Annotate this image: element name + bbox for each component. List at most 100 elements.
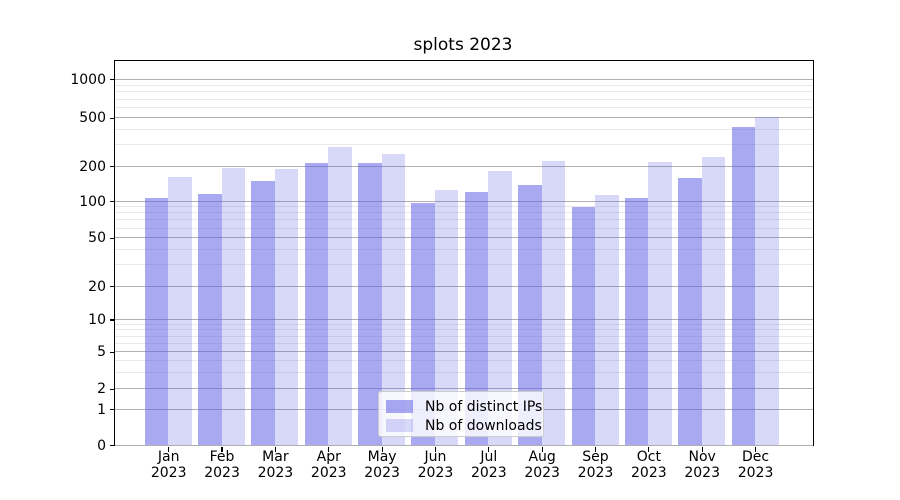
- x-tick-mark-aug: [541, 447, 543, 452]
- chart-title: splots 2023: [413, 35, 513, 55]
- y-tick-mark-5: [109, 351, 114, 353]
- y-gridline-5: [115, 351, 813, 353]
- y-tick-label-5: 5: [97, 344, 106, 361]
- y-tick-label-200: 200: [79, 158, 106, 175]
- y-gridline-200: [115, 165, 813, 167]
- legend-label-downloads: Nb of downloads: [425, 417, 542, 434]
- y-tick-label-0: 0: [97, 437, 106, 454]
- y-gridline-minor-900: [115, 84, 813, 86]
- y-gridline-minor-30: [115, 264, 813, 266]
- y-gridline-500: [115, 117, 813, 119]
- y-gridline-100: [115, 200, 813, 202]
- y-gridline-20: [115, 285, 813, 287]
- x-tick-label-jul: Jul 2023: [470, 449, 507, 481]
- legend-swatch-downloads: [386, 419, 413, 432]
- y-tick-label-500: 500: [79, 110, 106, 127]
- x-tick-label-jun: Jun 2023: [417, 449, 454, 481]
- y-gridline-minor-90: [115, 206, 813, 208]
- bar-distinct-ips-feb: [198, 193, 222, 445]
- x-tick-mark-dec: [754, 447, 757, 452]
- x-tick-mark-oct: [648, 447, 650, 452]
- legend-label-distinct-ips: Nb of distinct IPs: [425, 398, 543, 415]
- x-tick-label-nov: Nov 2023: [684, 449, 720, 481]
- y-tick-label-50: 50: [88, 230, 106, 247]
- y-gridline-minor-60: [115, 227, 813, 229]
- bar-downloads-sep: [595, 194, 619, 445]
- plot-area: Nb of distinct IPs Nb of downloads: [114, 60, 814, 446]
- bar-downloads-aug: [541, 160, 566, 445]
- x-tick-mark-jul: [488, 447, 490, 452]
- y-tick-label-20: 20: [88, 278, 106, 295]
- bar-downloads-jun: [434, 190, 459, 445]
- bar-downloads-feb: [221, 168, 246, 445]
- y-gridline-10: [115, 319, 813, 320]
- y-gridline-minor-400: [115, 128, 813, 130]
- x-tick-label-feb: Feb 2023: [204, 449, 240, 481]
- y-gridline-minor-40: [115, 248, 813, 250]
- y-gridline-minor-300: [115, 144, 813, 146]
- y-gridline-minor-700: [115, 98, 813, 100]
- x-tick-mark-jun: [434, 447, 437, 452]
- bar-distinct-ips-mar: [251, 180, 275, 445]
- y-tick-label-2: 2: [97, 381, 106, 398]
- y-tick-label-1000: 1000: [70, 71, 106, 88]
- y-tick-label-10: 10: [88, 312, 106, 328]
- y-gridline-minor-7: [115, 335, 813, 337]
- y-tick-label-1: 1: [97, 401, 106, 418]
- x-tick-label-apr: Apr 2023: [310, 449, 347, 481]
- bar-distinct-ips-dec: [731, 126, 756, 445]
- y-gridline-minor-6: [115, 342, 813, 344]
- y-gridline-2: [115, 388, 813, 390]
- y-tick-mark-1000: [109, 79, 114, 81]
- y-gridline-minor-9: [115, 323, 813, 325]
- y-tick-mark-100: [109, 200, 114, 203]
- bar-downloads-jul: [488, 171, 512, 445]
- x-tick-mark-nov: [701, 447, 703, 452]
- x-tick-mark-feb: [221, 447, 223, 452]
- y-tick-mark-200: [109, 165, 114, 168]
- x-tick-label-jan: Jan 2023: [150, 449, 187, 481]
- x-tick-label-mar: Mar 2023: [257, 449, 294, 481]
- bar-distinct-ips-sep: [571, 207, 595, 445]
- bar-distinct-ips-apr: [304, 162, 329, 445]
- bar-downloads-jan: [168, 176, 192, 445]
- y-tick-mark-500: [109, 117, 114, 119]
- y-gridline-50: [115, 237, 813, 239]
- x-tick-label-may: May 2023: [364, 449, 400, 481]
- bar-downloads-oct: [648, 162, 672, 445]
- bar-distinct-ips-jul: [464, 192, 489, 445]
- y-tick-mark-10: [109, 319, 114, 321]
- x-tick-mark-may: [381, 447, 383, 452]
- legend-item-downloads: Nb of downloads: [379, 416, 543, 435]
- bar-distinct-ips-aug: [518, 185, 542, 445]
- bar-distinct-ips-jan: [144, 197, 169, 445]
- x-tick-label-aug: Aug 2023: [524, 449, 560, 481]
- bar-downloads-dec: [755, 116, 779, 445]
- y-gridline-minor-70: [115, 219, 813, 221]
- legend: Nb of distinct IPs Nb of downloads: [378, 391, 544, 437]
- y-tick-label-100: 100: [79, 193, 106, 210]
- bar-downloads-apr: [328, 147, 352, 445]
- y-gridline-minor-8: [115, 329, 813, 331]
- y-gridline-minor-600: [115, 107, 813, 109]
- bar-downloads-nov: [701, 157, 726, 445]
- x-tick-label-dec: Dec 2023: [737, 449, 774, 481]
- y-gridline-1000: [115, 78, 813, 80]
- y-tick-mark-50: [109, 237, 114, 239]
- y-gridline-minor-4: [115, 360, 813, 362]
- bar-distinct-ips-oct: [624, 198, 649, 445]
- y-tick-mark-20: [109, 285, 114, 288]
- legend-swatch-distinct-ips: [386, 400, 413, 413]
- y-tick-mark-0: [109, 444, 114, 447]
- x-tick-mark-mar: [274, 447, 276, 452]
- y-tick-mark-2: [109, 388, 114, 390]
- y-gridline-minor-80: [115, 212, 813, 214]
- x-tick-mark-sep: [594, 447, 597, 452]
- x-tick-mark-apr: [328, 447, 330, 452]
- legend-item-distinct-ips: Nb of distinct IPs: [379, 397, 543, 416]
- y-gridline-minor-800: [115, 91, 813, 93]
- bar-distinct-ips-jun: [411, 202, 435, 445]
- x-tick-label-sep: Sep 2023: [577, 449, 614, 481]
- bar-distinct-ips-may: [358, 163, 382, 445]
